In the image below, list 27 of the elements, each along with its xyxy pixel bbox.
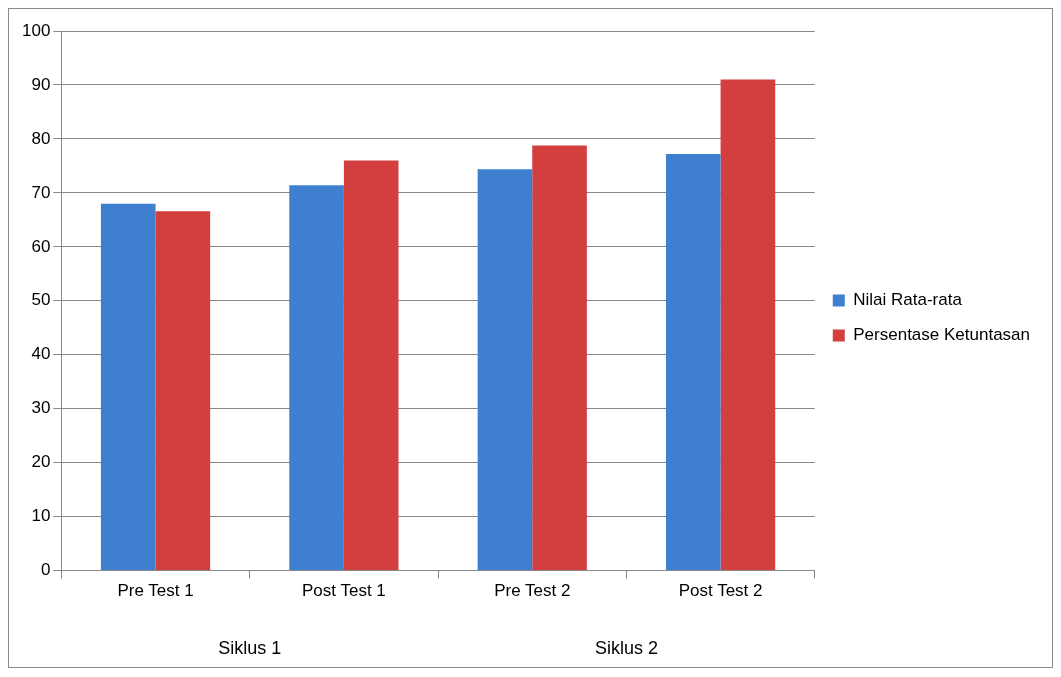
y-tick-label: 70 (31, 182, 51, 202)
y-tick-label: 100 (21, 20, 51, 40)
y-tick-label: 40 (31, 344, 51, 364)
legend-label: Persentase Ketuntasan (853, 325, 1030, 345)
bar (665, 154, 721, 571)
bar (100, 203, 156, 571)
x-tick-label: Post Test 1 (301, 581, 386, 601)
bar (477, 169, 533, 571)
y-tick-label: 30 (31, 398, 51, 418)
y-tick-label: 60 (31, 236, 51, 256)
bar (289, 185, 344, 571)
y-tick-label: 50 (31, 290, 51, 310)
bar (343, 160, 399, 571)
bar (720, 79, 776, 571)
text: Siklus 2 (594, 637, 658, 658)
y-tick-label: 80 (31, 128, 51, 148)
y-tick-label: 90 (31, 74, 51, 94)
y-tick-label: 10 (31, 506, 51, 526)
bar (532, 145, 587, 571)
bar (155, 211, 211, 571)
text: Siklus 1 (218, 637, 282, 658)
x-tick-label: Post Test 2 (678, 581, 763, 601)
x-tick-label: Pre Test 2 (494, 581, 571, 601)
y-tick-label: 20 (31, 452, 51, 472)
x-tick-label: Pre Test 1 (117, 581, 194, 601)
y-tick-label: 0 (40, 560, 51, 580)
legend-label: Nilai Rata-rata (853, 290, 963, 310)
